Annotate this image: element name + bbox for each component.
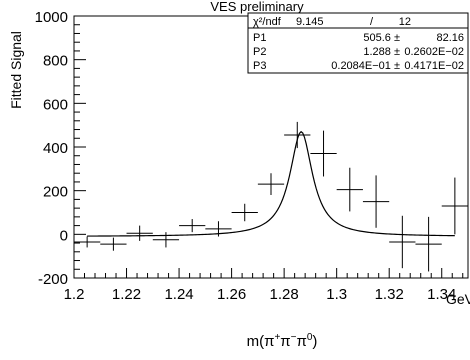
stats-chi2-sep: / [370,16,374,28]
x-tick-labels: 1.2 1.22 1.24 1.26 1.28 1.3 1.32 1.34 [64,286,457,303]
data-point [126,225,153,241]
x-tick-label: 1.2 [64,286,85,303]
x-tick-label: 1.32 [375,286,404,303]
x-label-part-1: m(π [247,333,275,350]
y-tick-label: -200 [38,271,68,288]
y-tick-label: 200 [43,184,68,201]
x-tick-label: 1.26 [217,286,246,303]
stats-chi2-label: χ²/ndf [253,16,282,28]
data-point [389,215,416,269]
data-point [231,203,258,222]
stats-p1-error: 82.16 [436,32,464,44]
x-tick-label: 1.3 [326,286,347,303]
x-axis-unit: GeV [446,291,470,307]
data-point [336,167,363,212]
x-tick-label: 1.24 [164,286,193,303]
data-point [205,221,232,237]
y-tick-label: 1000 [35,9,68,26]
y-tick-label: 800 [43,53,68,70]
stats-ndf-value: 12 [399,16,411,28]
data-point [152,232,180,248]
x-label-part-2: π [280,333,290,350]
x-tick-label: 1.34 [427,286,456,303]
y-axis-label: Fitted Signal [8,31,24,109]
stats-p1-value: 505.6 ± [363,32,400,44]
x-label-sup-1: + [274,332,280,343]
x-tick-label: 1.22 [112,286,141,303]
x-label-sup-2: − [291,332,297,343]
data-point [74,236,101,248]
data-point [310,130,337,177]
stats-p1-label: P1 [253,32,266,44]
y-tick-label: 0 [60,227,68,244]
x-tick-label: 1.28 [270,286,299,303]
chart-title: VES preliminary [210,0,304,14]
stats-box: χ²/ndf 9.145 / 12 P1 505.6 ± 82.16 P2 1.… [247,12,469,74]
data-point [179,219,206,233]
y-tick-label: 400 [43,140,68,157]
y-tick-labels: -200 0 200 400 600 800 1000 [35,9,68,288]
x-label-sup-3: 0 [307,332,313,343]
stats-p3-error: 0.4171E−02 [404,60,464,72]
stats-chi2-value: 9.145 [296,16,324,28]
data-point [284,121,311,149]
stats-p2-value: 1.288 ± [363,46,400,58]
stats-p3-value: 0.2084E−01 ± [331,60,400,72]
stats-p2-label: P2 [253,46,266,58]
data-point [362,175,390,228]
data-point [100,237,127,251]
x-axis-label: m(π+π−π0) [247,332,318,350]
fit-curve [87,130,455,237]
y-tick-label: 600 [43,96,68,113]
data-points [74,121,468,272]
stats-p2-error: 0.2602E−02 [404,46,464,58]
stats-p3-label: P3 [253,60,266,72]
axis-ticks [73,15,464,279]
x-label-part-3: π [296,333,306,350]
data-point [415,216,442,272]
x-label-part-4: ) [312,333,317,350]
data-point [441,177,468,235]
fit-curve-group [87,130,455,237]
data-point [257,173,285,196]
